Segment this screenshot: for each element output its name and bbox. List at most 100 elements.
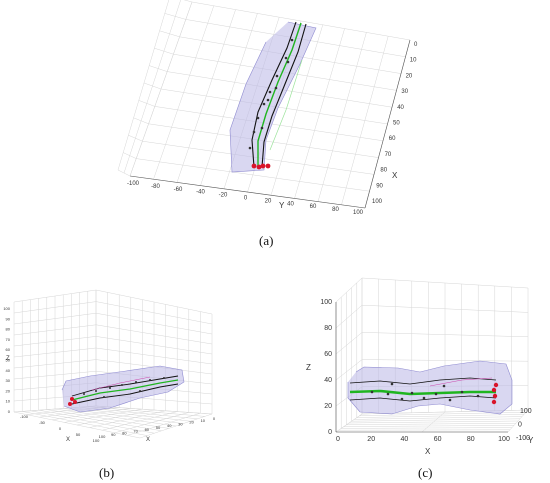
panel-a-x-tick: 70 bbox=[385, 152, 392, 158]
panel-b-y-tick: 0 bbox=[213, 416, 216, 421]
endpoint-marker bbox=[73, 400, 77, 404]
panel-c-z-tick: 80 bbox=[324, 325, 332, 332]
panel-b-x-tick: -100 bbox=[20, 414, 29, 419]
panel-a-x-tick: 20 bbox=[406, 73, 413, 79]
data-point bbox=[103, 396, 105, 398]
panel-a-y-tick: -80 bbox=[151, 184, 160, 190]
grid-line bbox=[159, 30, 180, 38]
panel-a-x-tick: 100 bbox=[372, 199, 383, 205]
grid-line bbox=[361, 304, 529, 313]
grid-line bbox=[139, 413, 213, 439]
grid-line bbox=[114, 412, 189, 434]
data-point bbox=[139, 390, 141, 392]
panel-a-x-tick: 0 bbox=[414, 42, 418, 48]
panel-b-vessel-surface bbox=[61, 365, 185, 413]
grid-line bbox=[64, 408, 143, 423]
grid-line bbox=[149, 65, 168, 72]
panel-a-ticks: -100 -80 -60 -40 -20 0 20 40 60 80 100 0 10 20 30 40 50 6… bbox=[127, 42, 418, 216]
grid-line bbox=[95, 301, 213, 325]
data-point bbox=[260, 126, 264, 130]
endpoint-marker bbox=[492, 393, 498, 399]
grid-line bbox=[335, 305, 363, 329]
grid-line bbox=[123, 0, 181, 174]
panel-a-y-tick: 100 bbox=[353, 210, 364, 216]
panel-b-z-tick: 80 bbox=[6, 327, 11, 332]
panel-a-y-tick: 20 bbox=[265, 198, 272, 204]
vessel-surface bbox=[347, 360, 513, 415]
data-point bbox=[135, 381, 137, 383]
data-point bbox=[390, 382, 394, 386]
panel-b-z-axis-label: Z bbox=[6, 356, 10, 362]
vessel-boundary-line bbox=[349, 395, 497, 402]
endpoint-marker bbox=[68, 402, 72, 406]
panel-c-y-tick: 100 bbox=[520, 408, 532, 415]
data-point bbox=[386, 392, 390, 396]
grid-line bbox=[13, 289, 97, 303]
panel-b-z-tick: 10 bbox=[6, 399, 11, 404]
panel-a-y-tick: 40 bbox=[287, 201, 294, 207]
panel-b-z-tick: 20 bbox=[6, 388, 11, 393]
grid-line bbox=[13, 312, 97, 325]
endpoint-marker bbox=[70, 397, 74, 401]
endpoint-marker bbox=[493, 382, 499, 388]
endpoint-marker bbox=[491, 399, 497, 405]
panel-c-z-tick: 20 bbox=[324, 403, 332, 410]
endpoint-marker bbox=[491, 387, 497, 393]
panel-a-y-tick: -100 bbox=[127, 181, 140, 187]
grid-line bbox=[335, 277, 363, 303]
panel-a-y-tick: 0 bbox=[244, 196, 248, 202]
vessel-centerline bbox=[71, 379, 179, 401]
panel-a-caption: (a) bbox=[259, 233, 274, 248]
grid-line bbox=[507, 409, 529, 433]
panel-b-y-tick: 10 bbox=[201, 418, 206, 423]
panel-a-vessel-lines bbox=[248, 21, 307, 170]
grid-line bbox=[164, 13, 186, 20]
panel-b-x-axis-label: X bbox=[66, 437, 70, 443]
vessel-branch-line bbox=[91, 376, 151, 391]
panel-b-z-tick: 40 bbox=[6, 368, 11, 373]
panel-b-z-tick: 50 bbox=[6, 358, 11, 363]
grid-line bbox=[183, 0, 193, 3]
panel-b-z-tick: 100 bbox=[3, 306, 10, 311]
data-point bbox=[109, 387, 111, 389]
panel-a-y-tick: -20 bbox=[219, 193, 228, 199]
panel-c-vessel-surface bbox=[347, 360, 513, 415]
grid-line bbox=[361, 332, 529, 338]
data-point bbox=[460, 390, 464, 394]
grid-line bbox=[89, 410, 166, 428]
endpoint-marker bbox=[265, 163, 271, 169]
vessel-boundary-line bbox=[251, 21, 297, 168]
vessel-boundary-line bbox=[349, 377, 497, 385]
endpoint-marker bbox=[251, 163, 257, 169]
panel-a-y-tick: 80 bbox=[332, 207, 339, 213]
grid-line bbox=[128, 134, 143, 142]
panel-c-ticks: 0 20 40 60 80 100 0 20 40 60 80 100 100 0 -100 bbox=[320, 299, 531, 443]
grid-line bbox=[102, 411, 178, 431]
data-point bbox=[422, 396, 426, 400]
panel-c-y-tick: -100 bbox=[516, 435, 530, 442]
panel-a-y-tick: 60 bbox=[310, 204, 317, 210]
panel-a-y-tick: -40 bbox=[196, 190, 205, 196]
vessel-branch-line bbox=[269, 59, 303, 151]
data-point bbox=[400, 397, 404, 401]
panel-b-z-tick: 0 bbox=[8, 409, 11, 414]
grid-line bbox=[95, 312, 213, 335]
vessel-branch-line bbox=[429, 377, 493, 387]
panel-b-y-tick: 50 bbox=[156, 425, 161, 430]
panel-b-x-tick: 0 bbox=[59, 426, 62, 431]
data-point bbox=[163, 377, 165, 379]
panel-a-x-axis-label: X bbox=[392, 171, 398, 180]
panel-a-y-axis-label: Y bbox=[279, 201, 285, 210]
data-point bbox=[284, 56, 288, 60]
panel-b-y-tick: 90 bbox=[111, 432, 116, 437]
data-point bbox=[95, 390, 97, 392]
panel-a-x-tick: 80 bbox=[380, 168, 387, 174]
panel-c-y-tick: 0 bbox=[518, 422, 522, 429]
data-point bbox=[252, 130, 256, 134]
panel-b-y-axis-label: X bbox=[146, 437, 150, 443]
panel-b-z-tick: 70 bbox=[6, 337, 11, 342]
grid-line bbox=[133, 117, 149, 125]
grid-line bbox=[95, 347, 213, 365]
panel-c-x-axis-label: X bbox=[425, 447, 431, 456]
